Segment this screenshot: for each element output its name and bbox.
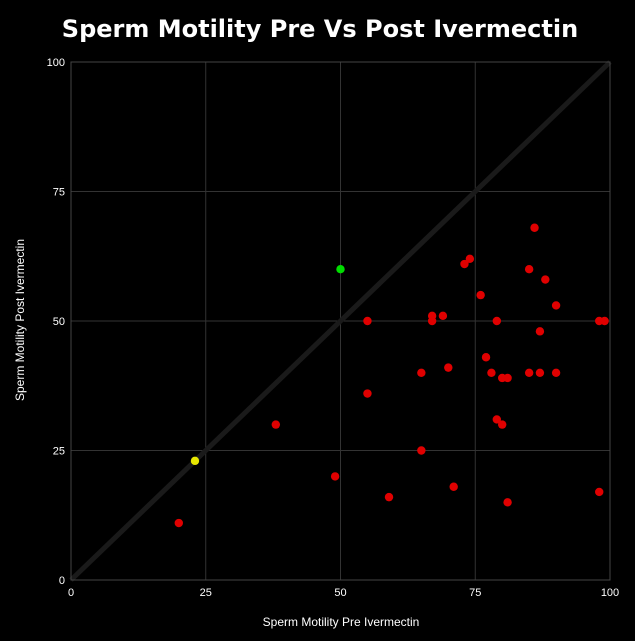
data-point (476, 290, 485, 300)
data-point (492, 415, 502, 424)
data-point (535, 368, 545, 377)
data-point (541, 275, 550, 284)
data-point (271, 420, 281, 429)
data-point (444, 363, 453, 372)
plot-frame (70, 61, 611, 581)
data-point (487, 368, 496, 377)
y-tick-label: 50 (53, 316, 65, 328)
x-tick-label: 50 (334, 587, 346, 599)
x-tick-label: 0 (68, 587, 74, 599)
data-points (174, 223, 609, 528)
data-point (595, 487, 604, 497)
chart-title: Sperm Motility Pre Vs Post Ivermectin (62, 15, 578, 43)
data-point (535, 327, 545, 336)
y-tick-label: 0 (59, 575, 65, 587)
y-axis-label: Sperm Motility Post Ivermectin (13, 239, 27, 401)
data-point (336, 265, 345, 274)
data-point (498, 420, 507, 429)
data-point (503, 498, 512, 507)
x-tick-label: 100 (601, 587, 619, 599)
data-point (492, 316, 502, 326)
x-axis-label: Sperm Motility Pre Ivermectin (263, 615, 420, 629)
tick-labels: 0 25 50 75 100 0 25 50 75 100 (47, 57, 620, 599)
x-tick-label: 25 (200, 587, 212, 599)
data-point (524, 265, 534, 274)
x-tick-label: 75 (469, 587, 481, 599)
diagonal-reference-line (69, 60, 612, 582)
data-point (551, 368, 561, 377)
data-point (190, 456, 200, 466)
data-point (600, 316, 609, 326)
data-point (363, 389, 372, 398)
data-point (363, 316, 372, 326)
data-point (427, 316, 437, 326)
y-tick-label: 25 (53, 446, 65, 458)
data-point (481, 353, 491, 362)
data-point (174, 518, 183, 528)
data-point (524, 368, 534, 377)
data-point (417, 446, 426, 455)
data-point (330, 472, 340, 481)
data-point (530, 223, 539, 232)
data-point (438, 311, 448, 321)
data-point (449, 482, 458, 491)
data-point (417, 368, 426, 377)
data-point (503, 373, 512, 383)
data-point (384, 492, 394, 502)
y-tick-label: 100 (47, 57, 65, 69)
y-tick-label: 75 (53, 187, 65, 199)
data-point (551, 301, 561, 310)
data-point (460, 259, 469, 269)
data-point (465, 254, 475, 264)
